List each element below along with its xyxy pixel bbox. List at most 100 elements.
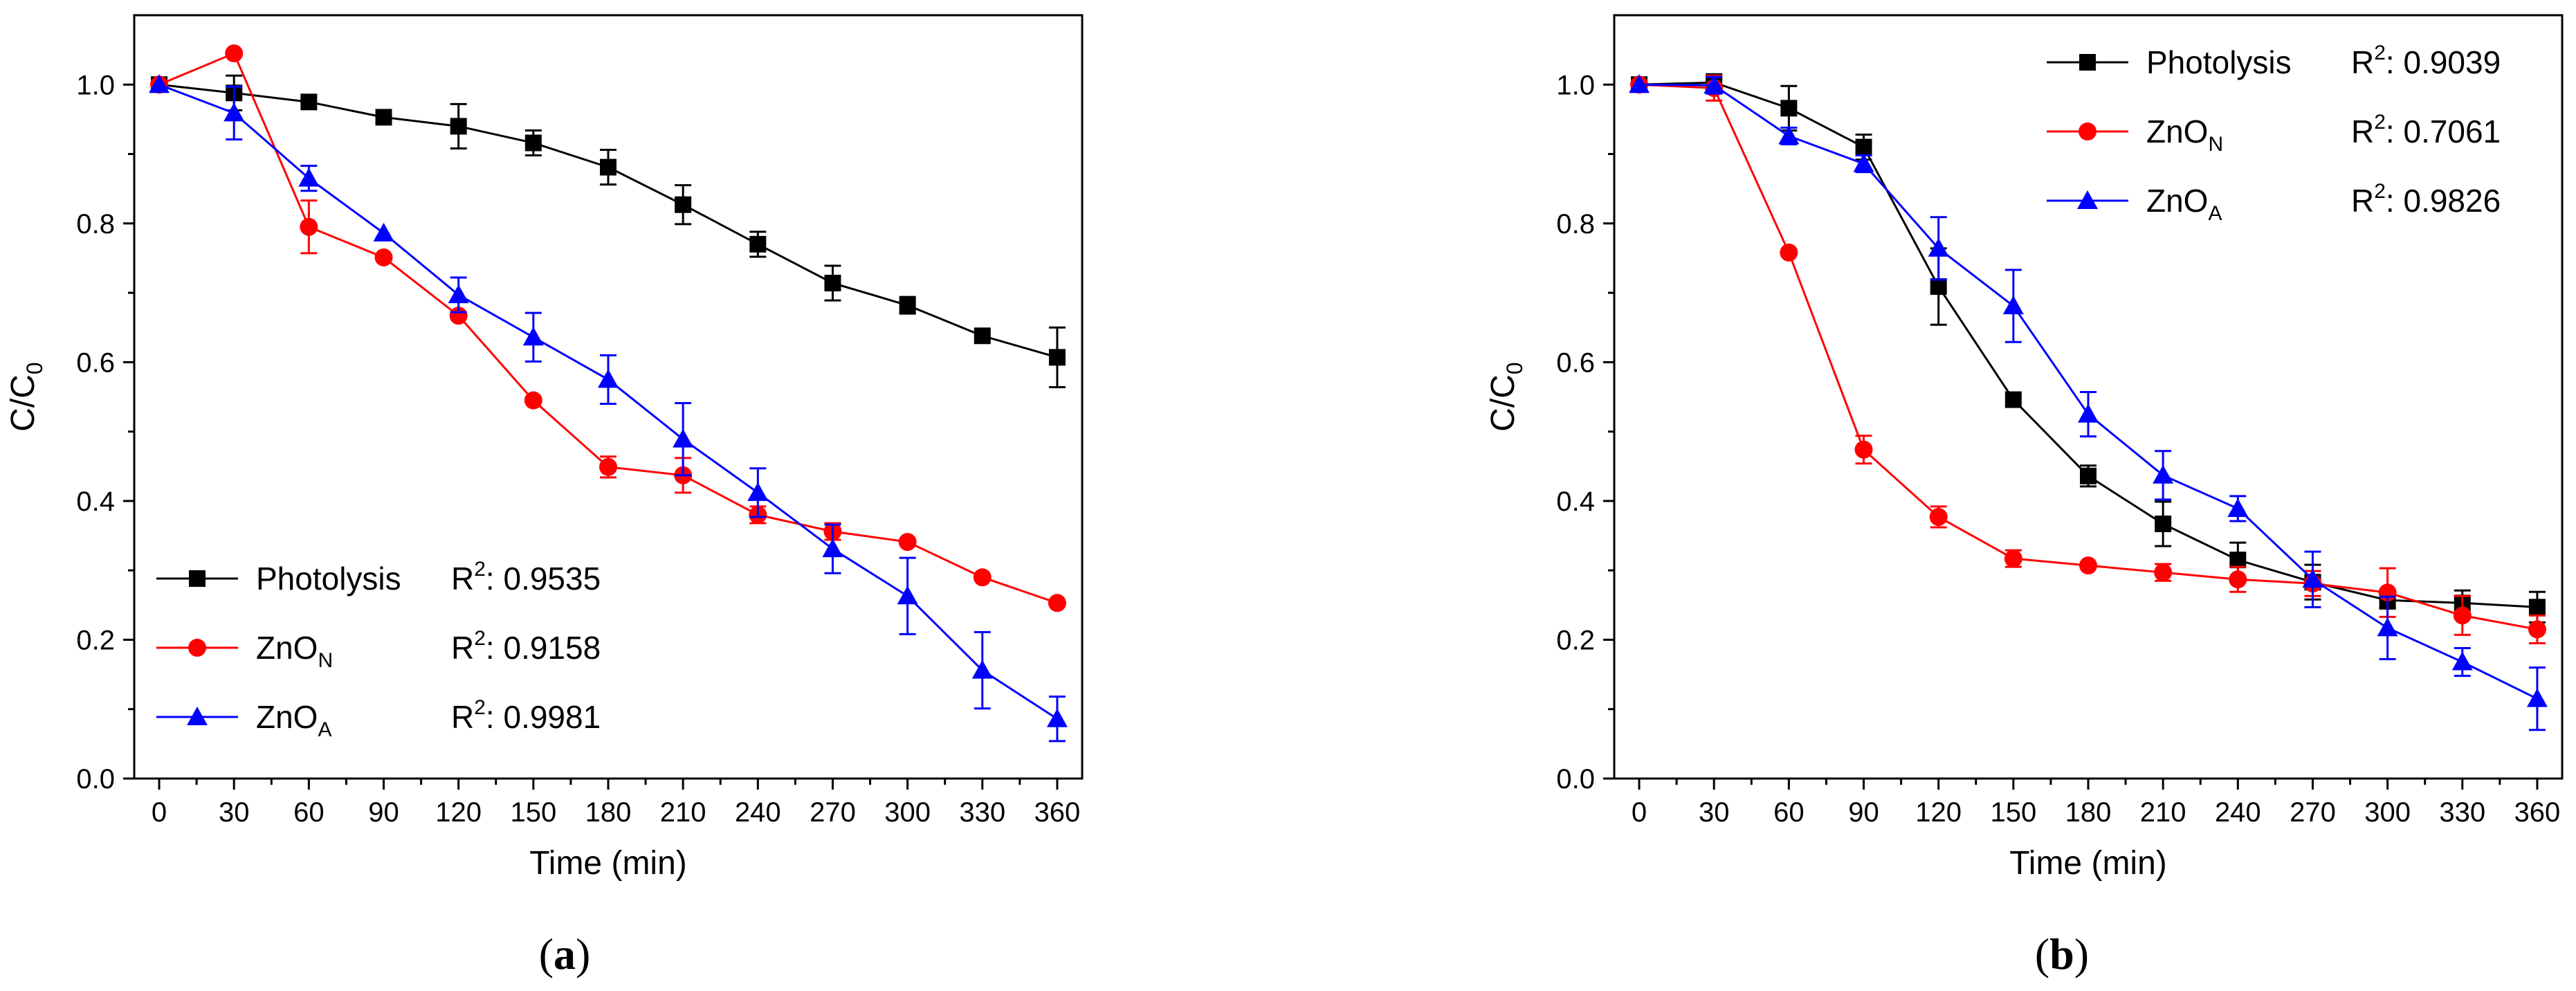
x-tick-label: 30 <box>1699 797 1730 828</box>
y-tick-label: 0.4 <box>1556 487 1595 517</box>
data-point <box>300 93 318 111</box>
series-1 <box>150 44 1066 612</box>
panel-a: 0 30 60 90 120 150 180 210 240 270 300 330 360 0.0 0.2… <box>5 14 1084 979</box>
legend-label: ZnOA <box>2146 183 2222 225</box>
y-tick-label: 0.0 <box>76 764 115 794</box>
data-point <box>2080 467 2097 484</box>
y-tick-label: 0.8 <box>1556 209 1595 239</box>
data-point <box>2229 570 2247 589</box>
data-point <box>673 428 694 448</box>
data-point <box>1046 708 1068 727</box>
legend-label: Photolysis <box>256 561 401 597</box>
data-point <box>1853 153 1874 172</box>
series-2 <box>1629 74 2548 731</box>
data-point <box>149 74 170 93</box>
data-point <box>898 533 917 552</box>
legend-entry-0: Photolysis R2: 0.9039 <box>2047 42 2501 80</box>
data-point <box>749 235 767 253</box>
series-0 <box>151 74 1066 388</box>
series-2 <box>149 74 1068 743</box>
legend-r2: R2: 0.9535 <box>451 558 601 597</box>
y-tick-label: 1.0 <box>76 70 115 100</box>
data-point <box>971 660 993 679</box>
y-tick-label: 0.2 <box>1556 625 1595 655</box>
y-tick-label: 0.8 <box>76 209 115 239</box>
data-point <box>298 167 320 187</box>
y-tick-label: 0.6 <box>76 347 115 378</box>
x-axis-title: Time (min) <box>529 845 687 882</box>
data-point <box>2526 688 2548 707</box>
legend-entry-1: ZnON R2: 0.7061 <box>2047 111 2501 156</box>
x-tick-label: 90 <box>368 797 399 828</box>
y-axis-title: C/C0 <box>1485 362 1527 431</box>
x-tick-label: 90 <box>1848 797 1879 828</box>
data-point <box>2079 556 2097 575</box>
series-line <box>1639 81 2538 608</box>
data-point <box>450 118 467 135</box>
legend-entry-1: ZnON R2: 0.9158 <box>156 627 601 672</box>
legend-label: Photolysis <box>2146 44 2292 80</box>
legend-r2: R2: 0.9158 <box>451 627 601 666</box>
panel-caption: (a) <box>539 929 591 979</box>
x-tick-label: 240 <box>735 797 781 828</box>
series-1 <box>1630 74 2546 644</box>
x-tick-label: 270 <box>2290 797 2336 828</box>
data-point <box>675 196 692 213</box>
data-point <box>1048 594 1066 612</box>
x-tick-label: 150 <box>510 797 556 828</box>
panel-caption: (b) <box>2035 929 2089 979</box>
data-point <box>2155 515 2172 532</box>
legend-r2: R2: 0.9981 <box>451 696 601 735</box>
x-tick-label: 210 <box>660 797 706 828</box>
data-point <box>747 482 769 501</box>
data-point <box>2229 552 2247 569</box>
data-point <box>300 217 318 236</box>
data-point <box>822 538 843 558</box>
x-tick-label: 60 <box>293 797 325 828</box>
y-axis-title: C/C0 <box>5 362 47 431</box>
y-tick-label: 0.0 <box>1556 764 1595 794</box>
data-point <box>2227 498 2249 517</box>
x-tick-label: 240 <box>2215 797 2261 828</box>
x-tick-label: 0 <box>152 797 167 828</box>
data-point <box>375 109 392 126</box>
x-tick-label: 330 <box>2439 797 2485 828</box>
data-point <box>374 248 393 266</box>
data-point <box>1703 75 1725 94</box>
y-tick-label: 0.2 <box>76 625 115 655</box>
legend-entry-2: ZnOA R2: 0.9826 <box>2047 180 2501 225</box>
series-0 <box>1631 73 2546 624</box>
data-point <box>1854 440 1873 459</box>
data-point <box>1780 243 1798 262</box>
data-point <box>1930 278 1947 296</box>
data-point <box>824 275 841 292</box>
legend-label: ZnOA <box>256 699 331 741</box>
data-point <box>600 158 616 176</box>
data-point <box>899 297 916 314</box>
data-point <box>2528 620 2546 639</box>
legend-marker <box>188 639 206 657</box>
data-point <box>973 568 992 587</box>
x-tick-label: 300 <box>884 797 931 828</box>
data-point <box>2078 403 2099 423</box>
legend-marker <box>2077 190 2098 209</box>
legend-label: ZnON <box>2146 113 2223 156</box>
data-point <box>2004 549 2022 568</box>
data-point <box>2528 599 2546 616</box>
data-point <box>1928 237 1949 257</box>
data-point <box>2002 296 2024 315</box>
data-point <box>522 327 544 346</box>
legend-r2: R2: 0.9826 <box>2351 180 2501 219</box>
data-point <box>2451 651 2473 671</box>
x-tick-label: 210 <box>2140 797 2186 828</box>
x-tick-label: 0 <box>1632 797 1647 828</box>
legend-marker <box>187 707 208 725</box>
data-point <box>897 585 918 605</box>
legend-r2: R2: 0.7061 <box>2351 111 2501 149</box>
legend-marker <box>2079 122 2097 140</box>
series-line <box>158 83 1058 358</box>
data-point <box>373 222 394 242</box>
legend-entry-0: Photolysis R2: 0.9535 <box>156 558 601 597</box>
x-tick-label: 180 <box>585 797 632 828</box>
